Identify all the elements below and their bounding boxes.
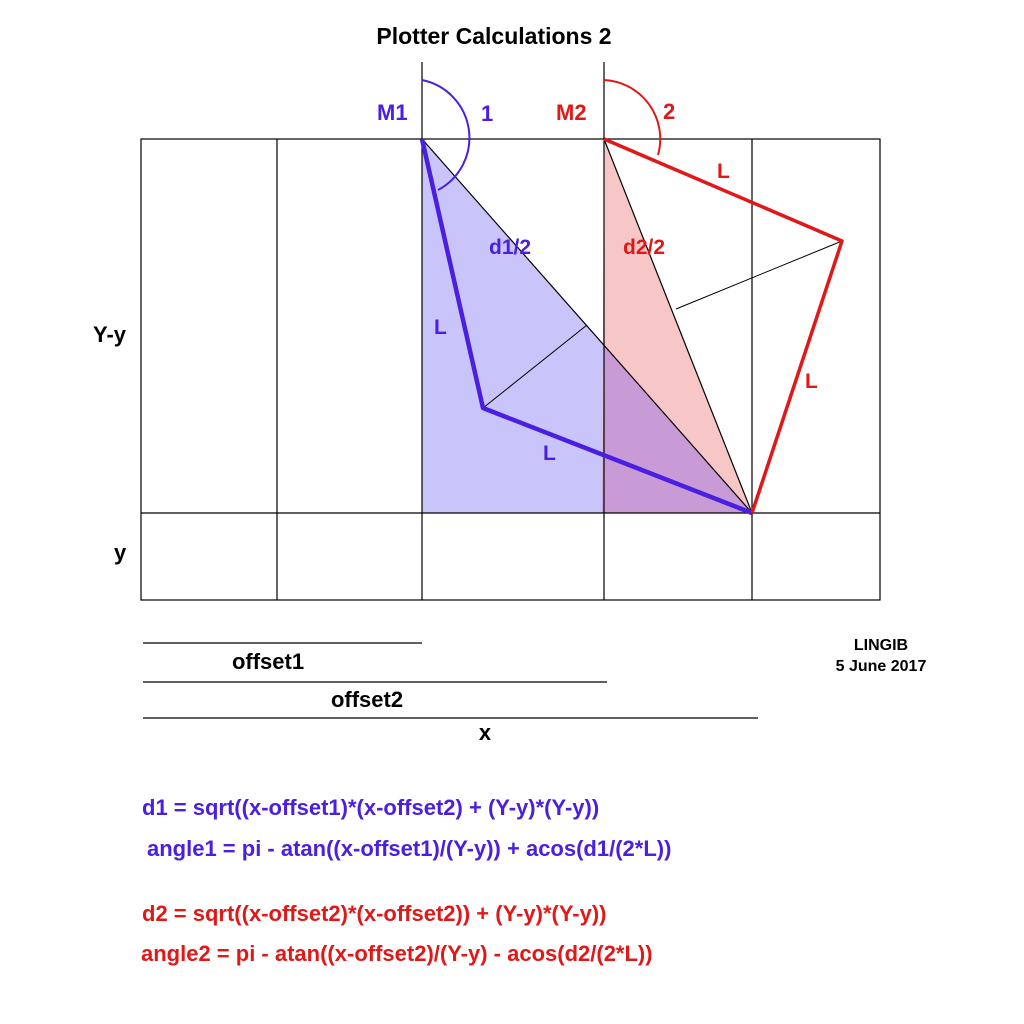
formula-angle1: angle1 = pi - atan((x-offset1)/(Y-y)) + …: [147, 836, 671, 861]
arm1-segments: [419, 138, 753, 516]
formula-d1: d1 = sqrt((x-offset1)*(x-offset2) + (Y-y…: [142, 795, 599, 820]
d1-perpendicular: [482, 324, 588, 409]
diagram-title: Plotter Calculations 2: [376, 23, 611, 49]
l-blue-upper-label: L: [434, 316, 447, 339]
arm2-segments: [603, 137, 844, 514]
d1-half-label: d1/2: [489, 236, 531, 259]
d2-diagonal: [603, 138, 753, 514]
angle1-label: 1: [481, 101, 493, 126]
offset2-label: offset2: [331, 687, 403, 712]
plot-grid: [140, 62, 881, 601]
formula-d2: d2 = sqrt((x-offset2)*(x-offset2)) + (Y-…: [142, 901, 607, 926]
angle2-arc: [603, 79, 662, 156]
angle1-arc: [421, 79, 471, 191]
m1-label: M1: [377, 100, 408, 125]
l-red-lower-label: L: [805, 370, 818, 393]
offset1-label: offset1: [232, 649, 304, 674]
credit-date: 5 June 2017: [836, 658, 927, 675]
d2-perpendicular: [675, 240, 843, 310]
l-blue-lower-label: L: [543, 442, 556, 465]
height-label: Y-y: [93, 322, 127, 347]
d2-half-label: d2/2: [623, 236, 665, 259]
y-label: y: [114, 540, 127, 565]
d1-diagonal: [421, 138, 753, 514]
l-red-upper-label: L: [717, 160, 730, 183]
grid-border: [140, 138, 881, 601]
formula-angle2: angle2 = pi - atan((x-offset2)/(Y-y) - a…: [141, 941, 653, 966]
x-label: x: [479, 720, 492, 745]
credit-author: LINGIB: [854, 637, 908, 654]
m2-label: M2: [556, 100, 587, 125]
angle2-label: 2: [663, 99, 675, 124]
